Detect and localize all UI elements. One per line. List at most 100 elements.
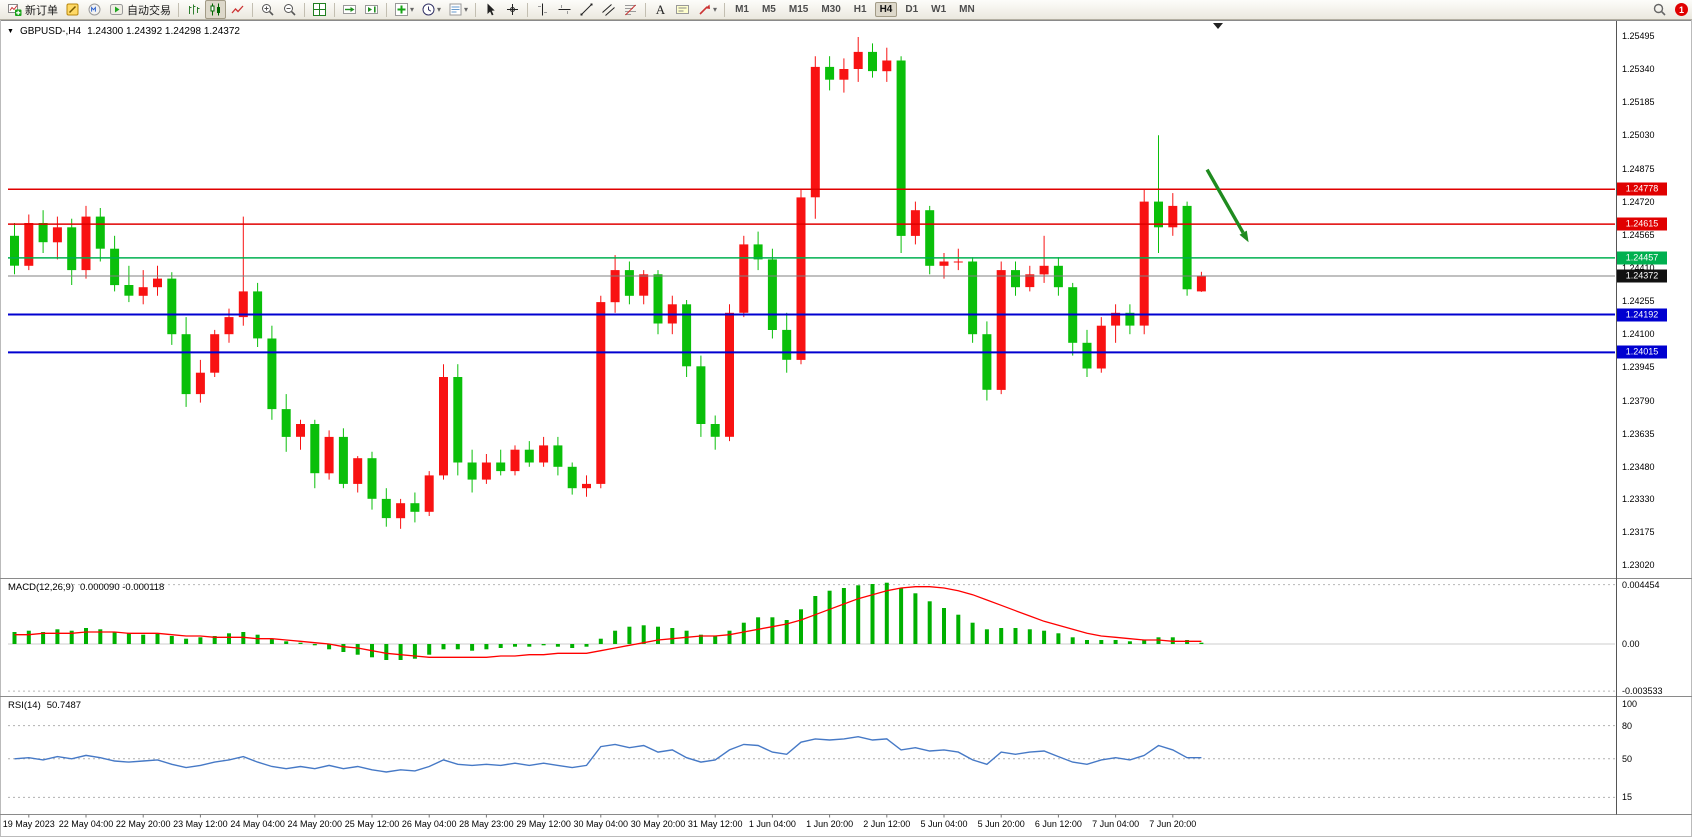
price-axis-label: 1.24875	[1622, 163, 1655, 174]
text-label-button[interactable]	[672, 0, 693, 19]
candlestick-chart-icon[interactable]	[208, 2, 223, 17]
macd-indicator-values: 0.000090 -0.000118	[80, 582, 165, 593]
horizontal-line-icon[interactable]	[557, 2, 572, 17]
timeframe-button-h1[interactable]: H1	[853, 4, 867, 15]
notification-badge[interactable]: 1	[1675, 3, 1688, 16]
rsi-indicator-value: 50.7487	[46, 700, 82, 711]
level-price-tag: 1.24192	[1617, 308, 1667, 321]
metaeditor-icon[interactable]	[65, 2, 80, 17]
tile-windows-button[interactable]	[309, 0, 330, 19]
zoom-in-icon[interactable]	[260, 2, 275, 17]
time-axis-label: 19 May 2023	[2, 819, 55, 829]
mql5-icon[interactable]	[87, 2, 102, 17]
auto-scroll-icon[interactable]	[342, 2, 357, 17]
channel-icon[interactable]	[601, 2, 616, 17]
price-axis-label: 1.25030	[1622, 130, 1655, 141]
bar-chart-icon[interactable]	[186, 2, 201, 17]
horizontal-line-button[interactable]	[554, 0, 575, 19]
line-chart-icon[interactable]	[230, 2, 245, 17]
zoom-out-icon[interactable]	[282, 2, 297, 17]
vertical-line-icon[interactable]	[535, 2, 550, 17]
chart-shift-marker-icon[interactable]	[1213, 23, 1223, 29]
time-axis-label: 23 May 12:00	[173, 819, 228, 829]
time-axis-label: 26 May 04:00	[401, 819, 457, 829]
price-axis-label: 1.23175	[1622, 527, 1655, 537]
timeframe-button-m1[interactable]: M1	[735, 4, 749, 15]
mql5-button[interactable]	[84, 0, 105, 19]
time-axis-label: 6 Jun 12:00	[1034, 819, 1082, 829]
horizontal-level-lines[interactable]	[8, 188, 1615, 354]
bid-price-tag: 1.24372	[1617, 269, 1667, 283]
text-button[interactable]: A	[650, 0, 671, 19]
crosshair-icon[interactable]	[505, 2, 520, 17]
timeframe-button-mn[interactable]: MN	[959, 4, 975, 15]
templates-icon[interactable]	[448, 2, 463, 17]
price-axis-label: 1.24100	[1622, 329, 1655, 340]
fibonacci-icon[interactable]	[623, 2, 638, 17]
price-axis-label: 1.24410	[1622, 262, 1655, 273]
price-axis-label: 1.23790	[1622, 395, 1655, 406]
fibonacci-button[interactable]	[620, 0, 641, 19]
templates-button[interactable]: ▾	[445, 0, 471, 19]
zoom-out-button[interactable]	[279, 0, 300, 19]
candlestick-chart-button[interactable]	[205, 0, 226, 19]
chart-shift-icon[interactable]	[364, 2, 379, 17]
time-axis-label: 1 Jun 20:00	[806, 819, 854, 829]
timeframe-button-w1[interactable]: W1	[931, 4, 947, 15]
level-price-tag: 1.24457	[1617, 251, 1667, 265]
vertical-line-button[interactable]	[532, 0, 553, 19]
tile-windows-icon[interactable]	[312, 2, 327, 17]
cursor-button[interactable]	[480, 0, 501, 19]
autotrading-icon[interactable]	[109, 2, 124, 17]
time-axis-label: 5 Jun 04:00	[920, 819, 968, 829]
chevron-down-icon: ▾	[437, 5, 442, 14]
annotation-arrow[interactable]	[1205, 168, 1249, 243]
timeframe-button-d1[interactable]: D1	[905, 4, 919, 15]
timeframe-button-m15[interactable]: M15	[788, 4, 809, 15]
toolbar-separator	[645, 2, 647, 17]
new-order-icon[interactable]	[7, 2, 22, 17]
line-chart-button[interactable]	[227, 0, 248, 19]
bar-chart-button[interactable]	[183, 0, 204, 19]
trendline-icon[interactable]	[579, 2, 594, 17]
autotrading-button[interactable]: 自动交易	[106, 0, 174, 19]
level-price-tag: 1.24015	[1617, 345, 1667, 359]
arrows-button[interactable]: ▾	[694, 0, 720, 19]
time-axis-label: 1 Jun 04:00	[748, 819, 796, 829]
time-axis-label: 29 May 12:00	[516, 819, 571, 829]
price-axis-label: 1.25340	[1622, 64, 1655, 74]
search-icon[interactable]	[1652, 2, 1667, 17]
metaeditor-button[interactable]	[62, 0, 83, 19]
timeframe-button-m5[interactable]: M5	[761, 4, 776, 15]
channel-button[interactable]	[598, 0, 619, 19]
macd-pane[interactable]	[8, 582, 1615, 692]
trendline-button[interactable]	[576, 0, 597, 19]
periods-button[interactable]: ▾	[418, 0, 444, 19]
toolbar-separator	[178, 2, 179, 17]
zoom-in-button[interactable]	[257, 0, 278, 19]
candlestick-series[interactable]	[10, 37, 1206, 529]
price-axis-label: 1.24565	[1622, 229, 1655, 240]
periods-icon[interactable]	[421, 2, 436, 17]
timeframe-button-m30[interactable]: M30	[821, 4, 841, 15]
time-axis-label: 2 Jun 12:00	[863, 819, 911, 829]
cursor-icon[interactable]	[483, 2, 498, 17]
rsi-pane[interactable]	[8, 725, 1615, 798]
search-button[interactable]	[1649, 0, 1670, 19]
chart-shift-button[interactable]	[361, 0, 382, 19]
indicators-icon[interactable]	[394, 2, 409, 17]
indicators-button[interactable]: ▾	[391, 0, 417, 19]
new-order-label: 新订单	[25, 4, 58, 17]
text-icon[interactable]: A	[653, 2, 668, 17]
new-order-button[interactable]: 新订单	[4, 0, 61, 19]
crosshair-button[interactable]	[502, 0, 523, 19]
arrows-icon[interactable]	[697, 2, 712, 17]
time-axis-label: 22 May 04:00	[58, 819, 114, 829]
level-price-tag: 1.24778	[1617, 182, 1667, 196]
timeframe-button-h4[interactable]: H4	[874, 2, 898, 17]
auto-scroll-button[interactable]	[339, 0, 360, 19]
symbol-dropdown-icon[interactable]: ▼	[7, 28, 14, 35]
svg-text:A: A	[656, 2, 666, 17]
text-label-icon[interactable]	[675, 2, 690, 17]
